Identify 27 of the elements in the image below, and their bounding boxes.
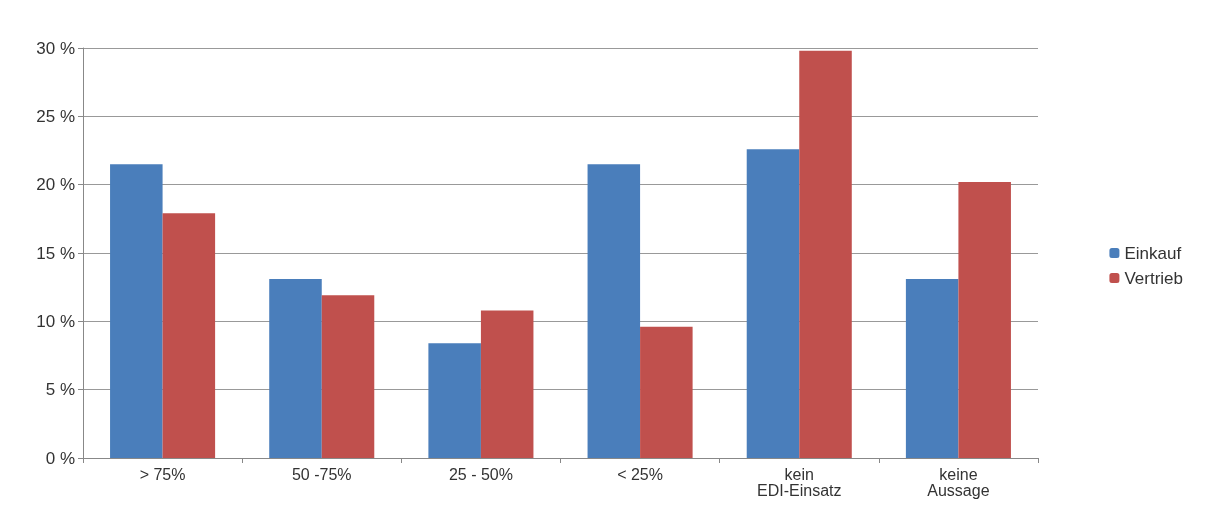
- bar: [746, 149, 800, 458]
- bar: [321, 295, 375, 458]
- legend-label: Einkauf: [1124, 243, 1182, 263]
- y-tick-label: 20 %: [36, 175, 75, 195]
- x-tick-label: 25 - 50%: [448, 465, 513, 483]
- bar: [587, 164, 641, 458]
- bar: [905, 278, 959, 458]
- bar: [958, 181, 1011, 458]
- y-tick-label: 10 %: [36, 311, 75, 331]
- bar: [799, 50, 852, 458]
- y-tick-label: 0 %: [45, 448, 75, 468]
- y-tick-label: 30 %: [36, 38, 75, 58]
- y-tick-label: 15 %: [36, 243, 75, 263]
- bar: [480, 310, 534, 458]
- legend-label: Vertrieb: [1124, 268, 1184, 288]
- x-tick-label: < 25%: [617, 465, 663, 483]
- x-tick-label: 50 -75%: [291, 465, 352, 483]
- bar: [110, 164, 163, 458]
- bar: [428, 343, 481, 458]
- y-tick-label: 5 %: [45, 380, 75, 400]
- y-tick-label: 25 %: [36, 106, 75, 126]
- bar: [640, 326, 693, 458]
- x-tick-label: keine Aussage: [927, 465, 990, 499]
- x-tick-label: > 75%: [139, 465, 186, 483]
- bar: [162, 213, 216, 458]
- x-tick-label: kein EDI-Einsatz: [757, 465, 842, 499]
- bar: [269, 278, 322, 458]
